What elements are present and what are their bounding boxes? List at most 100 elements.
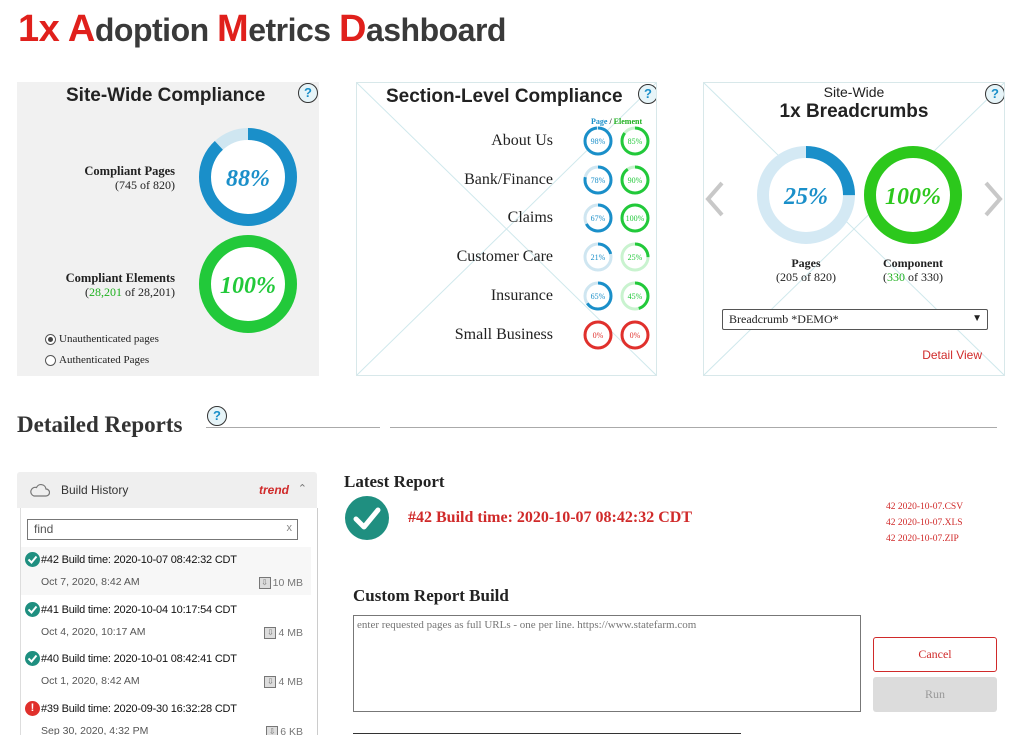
build-history-title: Build History bbox=[61, 483, 129, 497]
detail-view-link[interactable]: Detail View bbox=[922, 348, 982, 362]
chevron-down-icon: ▼ bbox=[972, 313, 982, 324]
mini-percent: 0% bbox=[630, 331, 641, 340]
download-icon[interactable]: ⇩ bbox=[264, 676, 277, 688]
title-part: doption bbox=[94, 12, 218, 48]
breadcrumb-component-count: 330 bbox=[887, 270, 905, 284]
section-page-ring: 65% bbox=[582, 280, 614, 312]
section-element-ring: 100% bbox=[619, 202, 651, 234]
compliant-pages-detail: (745 of 820) bbox=[115, 178, 175, 192]
help-icon[interactable]: ? bbox=[638, 84, 656, 104]
build-title[interactable]: #42 Build time: 2020-10-07 08:42:32 CDT bbox=[41, 554, 237, 566]
section-page-ring: 78% bbox=[582, 164, 614, 196]
latest-report-title: Latest Report bbox=[344, 472, 445, 491]
trend-link[interactable]: trend bbox=[259, 483, 289, 497]
build-title[interactable]: #39 Build time: 2020-09-30 16:32:28 CDT bbox=[41, 702, 237, 715]
build-size[interactable]: ⇩ 6 KB bbox=[266, 725, 303, 735]
breadcrumb-select[interactable]: Breadcrumb *DEMO* ▼ bbox=[722, 309, 988, 330]
compliant-elements-detail-rest: of 28,201) bbox=[122, 285, 175, 299]
compliant-elements-text: Compliant Elements bbox=[65, 271, 175, 285]
build-size[interactable]: ⇩ 10 MB bbox=[258, 577, 303, 589]
breadcrumb-component-detail-rest: of 330) bbox=[905, 270, 943, 284]
section-name: Claims bbox=[507, 209, 553, 227]
radio-authenticated[interactable]: Authenticated Pages bbox=[45, 354, 149, 366]
clear-icon[interactable]: x bbox=[286, 522, 293, 534]
success-check-icon bbox=[25, 601, 40, 617]
build-date: Oct 4, 2020, 10:17 AM bbox=[41, 625, 146, 638]
mini-percent: 78% bbox=[591, 176, 606, 185]
build-size[interactable]: ⇩ 4 MB bbox=[264, 676, 303, 688]
build-title[interactable]: #40 Build time: 2020-10-01 08:42:41 CDT bbox=[41, 653, 237, 665]
breadcrumbs-title: 1x Breadcrumbs bbox=[779, 101, 929, 122]
section-name: Small Business bbox=[454, 325, 553, 343]
download-icon[interactable]: ⇩ bbox=[264, 626, 277, 639]
help-icon[interactable]: ? bbox=[207, 406, 227, 426]
build-history-list: find x #42 Build time: 2020-10-07 08:42:… bbox=[20, 508, 318, 735]
mini-percent: 25% bbox=[628, 253, 643, 262]
file-xls-link[interactable]: 42 2020-10-07.XLS bbox=[886, 518, 963, 528]
section-name: Bank/Finance bbox=[464, 170, 553, 188]
section-name: Insurance bbox=[490, 286, 553, 304]
build-date: Sep 30, 2020, 4:32 PM bbox=[41, 724, 149, 735]
detailed-reports-title: Detailed Reports bbox=[17, 412, 183, 437]
breadcrumb-pages-label: Pages (205 of 820) bbox=[755, 256, 857, 284]
error-icon: ! bbox=[25, 700, 40, 716]
chevron-up-icon[interactable]: ⌃ bbox=[297, 483, 307, 495]
download-icon[interactable]: ⇩ bbox=[258, 577, 271, 589]
section-element-ring: 0% bbox=[619, 319, 651, 351]
build-history-item[interactable]: #41 Build time: 2020-10-04 10:17:54 CDT O… bbox=[21, 597, 311, 645]
help-icon[interactable]: ? bbox=[985, 84, 1004, 104]
build-history-item[interactable]: ! #39 Build time: 2020-09-30 16:32:28 CDT… bbox=[21, 696, 311, 735]
build-history-item[interactable]: #42 Build time: 2020-10-07 08:42:32 CDT O… bbox=[21, 547, 311, 595]
build-history-item[interactable]: #40 Build time: 2020-10-01 08:42:41 CDT O… bbox=[21, 646, 311, 694]
column-sep: / bbox=[607, 117, 614, 126]
compliant-elements-count: 28,201 bbox=[89, 285, 122, 299]
file-zip-link[interactable]: 42 2020-10-07.ZIP bbox=[886, 534, 959, 544]
custom-report-input[interactable] bbox=[353, 615, 861, 712]
radio-dot[interactable] bbox=[45, 354, 56, 366]
mini-percent: 65% bbox=[591, 292, 606, 301]
prev-arrow-icon[interactable] bbox=[704, 179, 728, 219]
latest-build-title[interactable]: #42 Build time: 2020-10-07 08:42:32 CDT bbox=[408, 509, 692, 526]
breadcrumb-component-ring: 100% bbox=[862, 144, 964, 246]
run-button[interactable]: Run bbox=[873, 677, 997, 712]
build-date: Oct 7, 2020, 8:42 AM bbox=[41, 576, 140, 588]
site-wide-compliance-panel: Site-Wide Compliance ? Compliant Pages (… bbox=[17, 82, 319, 376]
compliant-elements-label: Compliant Elements (28,201 of 28,201) bbox=[47, 271, 175, 299]
success-check-icon bbox=[25, 651, 40, 666]
section-page-ring: 0% bbox=[582, 319, 614, 351]
divider bbox=[206, 427, 380, 428]
breadcrumb-component-percent: 100% bbox=[885, 184, 941, 210]
find-input[interactable]: find x bbox=[27, 519, 298, 540]
breadcrumb-pages-ring: 25% bbox=[755, 144, 857, 246]
build-title[interactable]: #41 Build time: 2020-10-04 10:17:54 CDT bbox=[41, 603, 237, 616]
title-part: A bbox=[67, 8, 95, 50]
compliant-pages-text: Compliant Pages bbox=[84, 164, 175, 178]
column-page: Page bbox=[591, 117, 608, 126]
section-level-title: Section-Level Compliance bbox=[386, 86, 623, 107]
mini-percent: 90% bbox=[628, 176, 643, 185]
breadcrumb-pages-detail: (205 of 820) bbox=[776, 270, 836, 284]
radio-label: Unauthenticated pages bbox=[59, 333, 159, 345]
divider bbox=[353, 733, 741, 734]
next-arrow-icon[interactable] bbox=[980, 179, 1004, 219]
custom-report-title: Custom Report Build bbox=[353, 586, 509, 605]
radio-dot[interactable] bbox=[45, 333, 56, 345]
mini-percent: 85% bbox=[628, 137, 643, 146]
mini-percent: 0% bbox=[593, 331, 604, 340]
cloud-icon bbox=[30, 484, 50, 497]
breadcrumb-pages-text: Pages bbox=[791, 256, 821, 270]
download-icon[interactable]: ⇩ bbox=[266, 725, 279, 735]
radio-unauthenticated[interactable]: Unauthenticated pages bbox=[45, 333, 159, 345]
mini-percent: 45% bbox=[628, 292, 643, 301]
help-icon[interactable]: ? bbox=[298, 83, 318, 103]
cancel-button[interactable]: Cancel bbox=[873, 637, 997, 672]
build-size[interactable]: ⇩ 4 MB bbox=[264, 626, 303, 639]
site-wide-title: Site-Wide Compliance bbox=[66, 85, 266, 106]
breadcrumb-pages-percent: 25% bbox=[783, 184, 828, 210]
breadcrumb-component-detail-open: ( bbox=[883, 270, 887, 284]
mini-percent: 67% bbox=[591, 214, 606, 223]
section-element-ring: 90% bbox=[619, 164, 651, 196]
column-headers: Page / Element bbox=[591, 117, 642, 126]
file-csv-link[interactable]: 42 2020-10-07.CSV bbox=[886, 502, 964, 512]
build-history-header[interactable]: Build History trend ⌃ bbox=[17, 472, 317, 508]
